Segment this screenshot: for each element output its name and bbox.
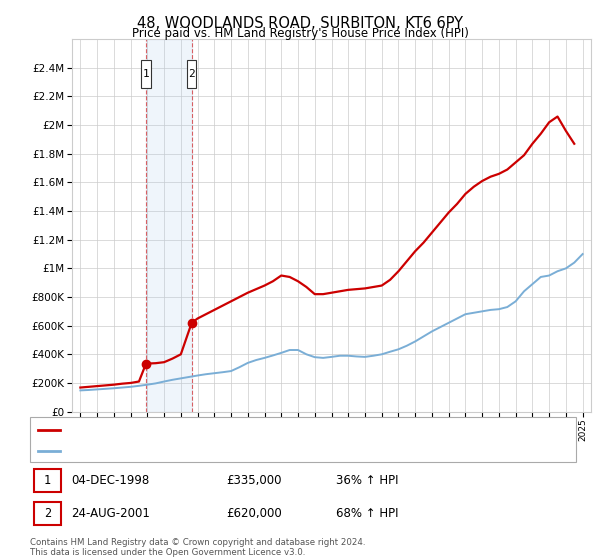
Text: 68% ↑ HPI: 68% ↑ HPI xyxy=(336,507,398,520)
Text: Contains HM Land Registry data © Crown copyright and database right 2024.
This d: Contains HM Land Registry data © Crown c… xyxy=(30,538,365,557)
Bar xyxy=(34,469,61,492)
Text: 48, WOODLANDS ROAD, SURBITON, KT6 6PY (detached house): 48, WOODLANDS ROAD, SURBITON, KT6 6PY (d… xyxy=(65,424,409,435)
Bar xyxy=(142,60,151,87)
Text: £620,000: £620,000 xyxy=(227,507,283,520)
Text: 04-DEC-1998: 04-DEC-1998 xyxy=(71,474,149,487)
Text: 36% ↑ HPI: 36% ↑ HPI xyxy=(336,474,398,487)
Text: 1: 1 xyxy=(143,69,149,78)
Text: 24-AUG-2001: 24-AUG-2001 xyxy=(71,507,150,520)
Text: 2: 2 xyxy=(44,507,51,520)
Bar xyxy=(146,39,192,412)
Text: 2: 2 xyxy=(188,69,195,78)
Text: 48, WOODLANDS ROAD, SURBITON, KT6 6PY: 48, WOODLANDS ROAD, SURBITON, KT6 6PY xyxy=(137,16,463,31)
FancyBboxPatch shape xyxy=(30,417,576,462)
Text: 1: 1 xyxy=(44,474,51,487)
Bar xyxy=(34,502,61,525)
Text: Price paid vs. HM Land Registry's House Price Index (HPI): Price paid vs. HM Land Registry's House … xyxy=(131,27,469,40)
Text: HPI: Average price, detached house, Kingston upon Thames: HPI: Average price, detached house, King… xyxy=(65,446,393,456)
Bar xyxy=(187,60,196,87)
Text: £335,000: £335,000 xyxy=(227,474,282,487)
